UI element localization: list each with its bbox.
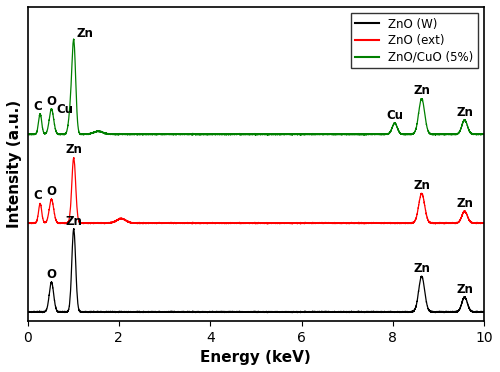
Text: Zn: Zn	[413, 179, 430, 192]
Y-axis label: Intensity (a.u.): Intensity (a.u.)	[7, 100, 22, 228]
Text: C: C	[33, 100, 42, 113]
Text: Zn: Zn	[456, 106, 473, 119]
Text: Zn: Zn	[413, 262, 430, 275]
Text: Zn: Zn	[456, 197, 473, 210]
Text: Cu: Cu	[56, 103, 74, 116]
Text: Cu: Cu	[386, 109, 403, 122]
Text: Zn: Zn	[77, 26, 94, 39]
Text: Zn: Zn	[413, 84, 430, 97]
X-axis label: Energy (keV): Energy (keV)	[200, 350, 311, 365]
Text: Zn: Zn	[66, 215, 82, 228]
Text: O: O	[46, 94, 56, 108]
Legend: ZnO (W), ZnO (ext), ZnO/CuO (5%): ZnO (W), ZnO (ext), ZnO/CuO (5%)	[350, 13, 478, 68]
Text: Zn: Zn	[456, 283, 473, 296]
Text: C: C	[33, 189, 42, 202]
Text: O: O	[46, 185, 56, 198]
Text: Zn: Zn	[66, 144, 82, 157]
Text: O: O	[46, 268, 56, 281]
